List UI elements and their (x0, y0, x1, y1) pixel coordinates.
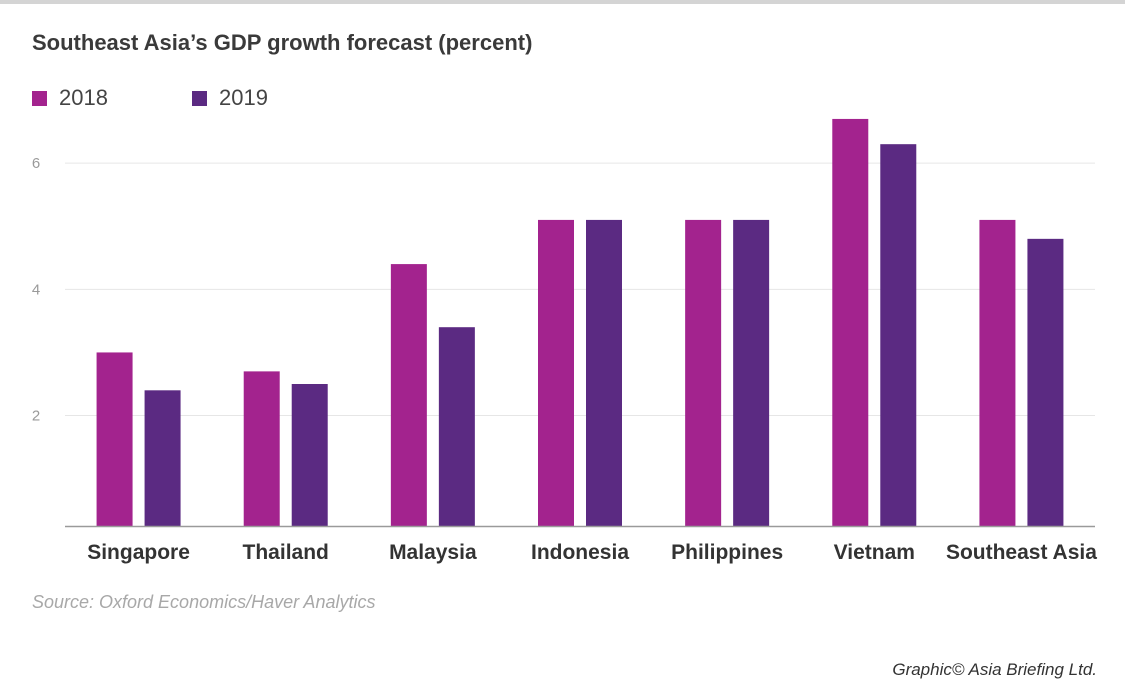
bar-indonesia-2018 (538, 219, 574, 526)
source-note: Source: Oxford Economics/Haver Analytics (32, 592, 376, 612)
bar-philippines-2019 (733, 219, 770, 526)
legend-swatch-2019 (192, 90, 207, 106)
bar-malaysia-2019 (438, 327, 475, 526)
legend-label-2018: 2018 (59, 85, 108, 110)
legend-item-2018: 2018 (32, 85, 108, 111)
x-tick-label-southeast-asia: Southeast Asia (946, 541, 1097, 564)
legend-label-2019: 2019 (219, 85, 268, 110)
bar-vietnam-2019 (880, 144, 917, 526)
x-tick-label-singapore: Singapore (87, 541, 190, 564)
y-tick-label-4: 4 (32, 281, 40, 298)
bar-vietnam-2018 (832, 118, 869, 526)
legend-item-2019: 2019 (192, 85, 268, 111)
legend-swatch-2018 (32, 90, 47, 106)
bar-thailand-2018 (243, 371, 280, 526)
bar-singapore-2018 (96, 352, 133, 526)
y-tick-label-6: 6 (32, 155, 40, 172)
bar-chart: 2 4 6 Singapore Thailand Malaysia Indonesia Phi… (32, 118, 1097, 564)
bar-singapore-2019 (144, 390, 181, 526)
bar-indonesia-2019 (586, 219, 622, 526)
x-tick-label-indonesia: Indonesia (531, 541, 629, 564)
bar-thailand-2019 (291, 384, 328, 526)
chart-title: Southeast Asia’s GDP growth forecast (pe… (32, 30, 533, 55)
x-tick-label-philippines: Philippines (671, 541, 783, 564)
x-tick-label-thailand: Thailand (243, 541, 329, 564)
y-tick-label-2: 2 (32, 408, 40, 425)
x-tick-label-malaysia: Malaysia (389, 541, 477, 564)
graphic-credit: Graphic© Asia Briefing Ltd. (892, 660, 1097, 679)
bar-southeast-asia-2018 (979, 219, 1016, 526)
bar-philippines-2018 (685, 219, 722, 526)
top-border (0, 0, 1125, 4)
bar-malaysia-2018 (390, 264, 427, 526)
bar-southeast-asia-2019 (1027, 238, 1064, 526)
x-tick-label-vietnam: Vietnam (834, 541, 915, 564)
